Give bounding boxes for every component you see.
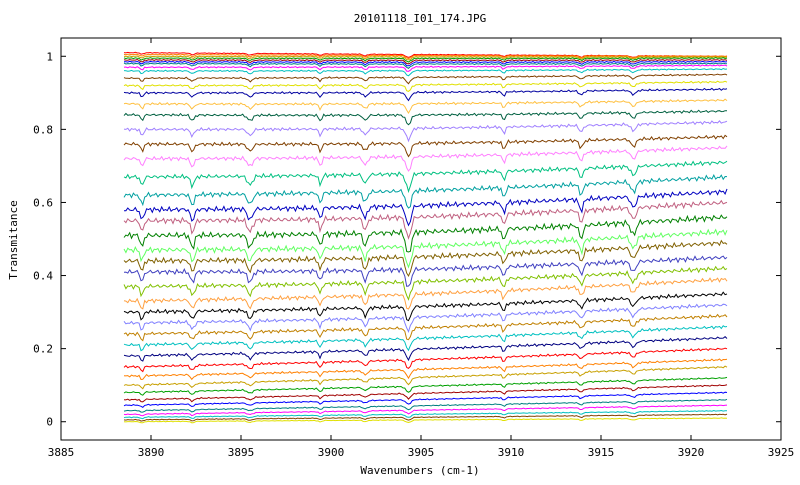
series-line [123,55,728,61]
series-line [123,67,728,77]
series-line [123,239,728,277]
series-line [123,53,728,60]
series-line [123,358,728,381]
series-line [123,391,728,409]
y-axis-label: Transmitance [7,200,20,279]
y-tick-label: 0.4 [33,270,53,283]
series-line [123,325,728,352]
y-tick-label: 1 [46,50,53,63]
series-line [124,188,728,227]
series-line [123,214,728,253]
x-tick-label: 3890 [138,446,165,459]
series-group [123,51,728,424]
series-line [123,404,728,417]
series-line [123,255,728,287]
series-line [123,277,728,310]
series-line [123,228,728,269]
series-line [123,120,728,143]
y-tick-label: 0.8 [33,123,53,136]
x-tick-label: 3915 [588,446,615,459]
x-axis-label: Wavenumbers (cm-1) [360,464,479,477]
series-line [123,376,728,396]
series-line [123,64,728,72]
series-line [123,173,728,209]
series-line [123,145,728,172]
series-line [123,347,728,373]
series-line [123,73,728,85]
series-line [123,80,728,92]
series-line [123,384,728,403]
series-line [123,413,728,422]
x-tick-label: 3925 [768,446,795,459]
series-line [123,365,728,390]
series-line [123,57,728,63]
x-tick-label: 3900 [318,446,345,459]
series-line [123,58,728,65]
series-line [123,313,728,342]
x-tick-label: 3905 [408,446,435,459]
series-line [123,160,728,194]
series-line [123,98,728,114]
chart-title: 20101118_I01_174.JPG [354,12,486,25]
series-line [123,60,728,67]
series-line [123,291,728,322]
x-tick-label: 3920 [678,446,705,459]
series-line [123,62,728,70]
series-line [123,417,728,424]
series-line [123,109,727,126]
series-line [123,87,728,102]
x-tick-label: 3910 [498,446,525,459]
series-line [123,199,728,240]
series-line [123,303,728,333]
series-line [123,398,728,413]
x-tick-label: 3885 [48,446,75,459]
x-axis: 3885 3890 3895 3900 3905 3910 3915 3920 3925 [48,38,795,459]
series-line [123,134,728,158]
y-tick-label: 0 [46,416,53,429]
x-tick-label: 3895 [228,446,255,459]
y-tick-label: 0.2 [33,343,53,356]
series-line [123,409,728,420]
y-tick-label: 0.6 [33,196,53,209]
series-line [123,336,728,362]
series-line [123,265,728,301]
y-axis: 0 0.2 0.4 0.6 0.8 1 [33,50,781,429]
